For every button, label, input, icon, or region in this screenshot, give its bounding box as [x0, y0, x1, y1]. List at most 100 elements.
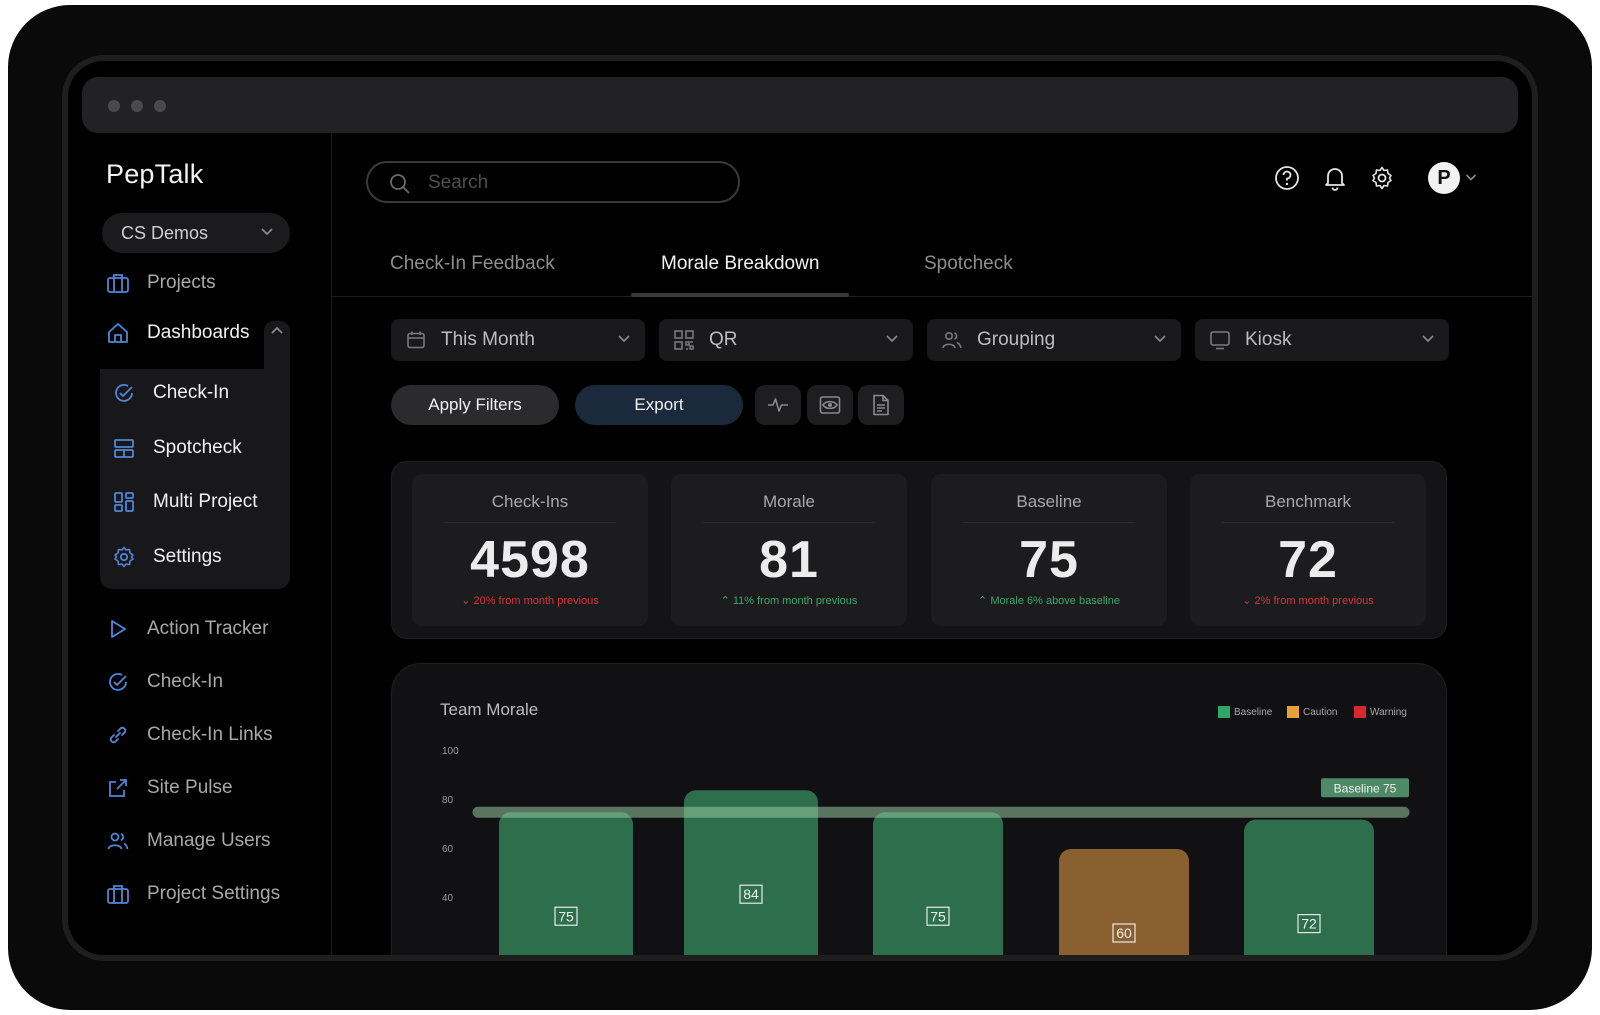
- source-filter[interactable]: QR: [659, 319, 913, 361]
- apply-filters-button[interactable]: Apply Filters: [391, 385, 559, 425]
- layout-icon: [114, 439, 134, 458]
- chevron-down-icon: [1154, 335, 1166, 343]
- window-chrome: [82, 77, 1518, 133]
- sidebar-item-label: Manage Users: [147, 830, 271, 851]
- y-tick-label: 60: [442, 844, 454, 855]
- sidebar-item-project-settings[interactable]: Project Settings: [106, 879, 280, 909]
- monitor-icon: [1210, 331, 1230, 350]
- stat-card-baseline: Baseline 75 ⌃ Morale 6% above baseline: [931, 474, 1167, 626]
- users-icon: [107, 832, 129, 850]
- arrow-down-icon: ⌄: [461, 595, 474, 607]
- window-dot: [108, 100, 120, 112]
- sidebar-item-action-tracker[interactable]: Action Tracker: [106, 614, 268, 644]
- value-label: 75: [558, 908, 574, 924]
- sidebar-item-label: Projects: [147, 272, 216, 293]
- value-label-box: [1112, 923, 1136, 943]
- chevron-down-icon: [1422, 335, 1434, 343]
- stat-card-checkins: Check-Ins 4598 ⌄ 20% from month previous: [412, 474, 648, 626]
- help-icon[interactable]: [1274, 165, 1300, 191]
- legend-caution: Caution: [1287, 706, 1337, 718]
- filter-value: This Month: [441, 329, 535, 350]
- device-filter[interactable]: Kiosk: [1195, 319, 1449, 361]
- value-label-box: [926, 906, 950, 926]
- report-button[interactable]: [858, 385, 904, 425]
- tab-spotcheck[interactable]: Spotcheck: [924, 253, 1013, 274]
- divider: [1222, 522, 1394, 523]
- legend-warning: Warning: [1354, 706, 1407, 718]
- sidebar-item-label: Dashboards: [147, 322, 250, 343]
- value-label: 72: [1301, 916, 1317, 932]
- stat-change: ⌄ 20% from month previous: [461, 595, 599, 607]
- gear-icon[interactable]: [1369, 165, 1395, 191]
- bar-plot: Baseline 75 75 84 75 60 72: [472, 778, 1410, 955]
- org-name: CS Demos: [121, 223, 209, 243]
- arrow-down-icon: ⌄: [1242, 595, 1255, 607]
- sidebar-item-label: Action Tracker: [147, 618, 269, 639]
- sidebar-item-site-pulse[interactable]: Site Pulse: [106, 773, 233, 803]
- filter-value: QR: [709, 329, 738, 350]
- preview-button[interactable]: [807, 385, 853, 425]
- value-label: 75: [930, 908, 946, 924]
- bar: [1059, 849, 1189, 955]
- baseline-label: Baseline 75: [1334, 781, 1397, 795]
- stat-change: ⌃ 11% from month previous: [720, 595, 858, 607]
- divider: [444, 522, 616, 523]
- stat-change: ⌄ 2% from month previous: [1242, 595, 1374, 607]
- arrow-up-icon: ⌃: [978, 595, 991, 607]
- sidebar-item-label: Project Settings: [147, 883, 281, 904]
- link-icon: [109, 726, 127, 744]
- value-label-box: [554, 906, 578, 926]
- divider: [963, 522, 1135, 523]
- sidebar: PepTalk CS Demos Projects Dashboards Che…: [68, 133, 332, 955]
- sidebar-item-spotcheck[interactable]: Spotcheck: [112, 433, 242, 463]
- gear-icon: [114, 546, 134, 568]
- chevron-down-icon[interactable]: [1465, 173, 1477, 182]
- sidebar-item-label: Check-In Links: [147, 724, 273, 745]
- team-morale-chart: Team Morale Baseline Caution Warning 100…: [391, 663, 1447, 955]
- sidebar-item-multi-project[interactable]: Multi Project: [112, 487, 258, 517]
- export-button[interactable]: Export: [575, 385, 743, 425]
- avatar[interactable]: P: [1428, 162, 1460, 194]
- sidebar-item-dashboards[interactable]: Dashboards: [106, 318, 249, 348]
- calendar-icon: [407, 331, 425, 349]
- bell-icon[interactable]: [1322, 165, 1348, 191]
- search-input[interactable]: Search: [366, 161, 740, 203]
- stat-card-benchmark: Benchmark 72 ⌄ 2% from month previous: [1190, 474, 1426, 626]
- grouping-filter[interactable]: Grouping: [927, 319, 1181, 361]
- device-frame: PepTalk CS Demos Projects Dashboards Che…: [8, 5, 1592, 1010]
- activity-button[interactable]: [755, 385, 801, 425]
- bar: [1244, 819, 1374, 955]
- value-label-box: [739, 884, 763, 904]
- sidebar-item-projects[interactable]: Projects: [106, 268, 216, 298]
- sidebar-item-label: Spotcheck: [153, 437, 242, 458]
- tab-divider: [332, 296, 1532, 297]
- tab-checkin-feedback[interactable]: Check-In Feedback: [390, 253, 555, 274]
- value-label: 84: [743, 886, 759, 902]
- bar: [684, 790, 818, 955]
- chevron-up-icon[interactable]: [270, 325, 284, 335]
- sidebar-item-label: Settings: [153, 546, 222, 567]
- sidebar-item-label: Multi Project: [153, 491, 258, 512]
- window-dot: [131, 100, 143, 112]
- sidebar-item-checkin-2[interactable]: Check-In: [106, 667, 223, 697]
- org-selector[interactable]: CS Demos: [102, 213, 290, 253]
- tab-morale-breakdown[interactable]: Morale Breakdown: [661, 253, 820, 274]
- date-filter[interactable]: This Month: [391, 319, 645, 361]
- check-circle-icon: [109, 673, 127, 691]
- stat-value: 75: [1019, 531, 1079, 589]
- y-tick-label: 80: [442, 795, 454, 806]
- sidebar-item-settings[interactable]: Settings: [112, 542, 222, 572]
- window-dot: [154, 100, 166, 112]
- sidebar-item-checkin[interactable]: Check-In: [112, 378, 229, 408]
- sidebar-item-manage-users[interactable]: Manage Users: [106, 826, 271, 856]
- active-tab-indicator: [631, 293, 849, 297]
- filter-value: Grouping: [977, 329, 1056, 350]
- home-icon: [108, 323, 128, 343]
- stat-label: Check-Ins: [491, 492, 569, 511]
- sidebar-item-checkin-links[interactable]: Check-In Links: [106, 720, 273, 750]
- external-link-icon: [109, 779, 127, 797]
- stat-label: Baseline: [1016, 492, 1082, 511]
- activity-icon: [768, 398, 788, 412]
- briefcase-icon: [107, 885, 129, 904]
- main-content: Search P Check-In Feedback Morale Breakd…: [332, 133, 1532, 955]
